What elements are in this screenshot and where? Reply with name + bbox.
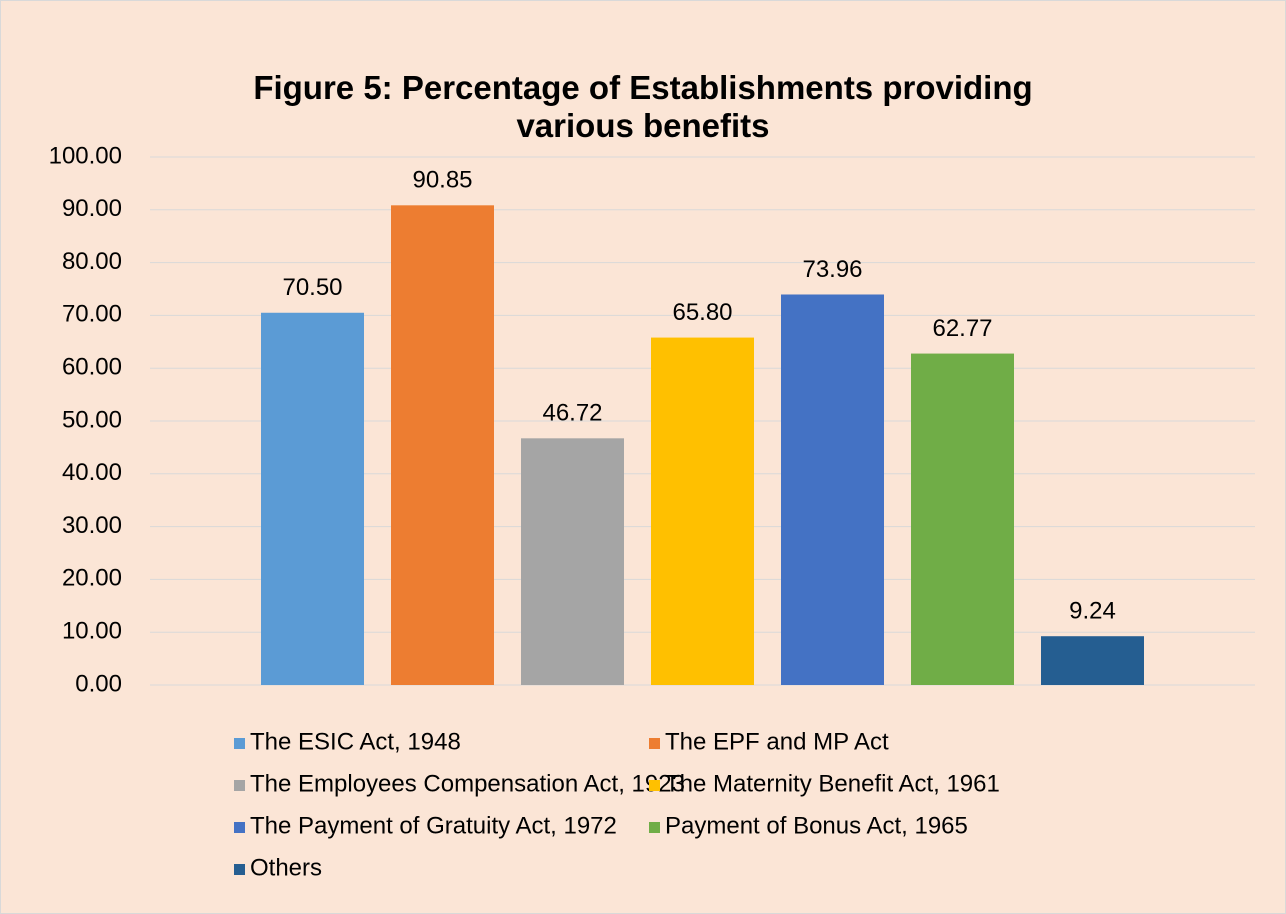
legend-label: Payment of Bonus Act, 1965 <box>665 812 968 839</box>
bar <box>1041 636 1144 685</box>
legend-marker <box>649 822 660 833</box>
legend-label: Others <box>250 854 322 881</box>
bar <box>261 312 364 685</box>
legend-marker <box>234 864 245 875</box>
bar <box>781 294 884 685</box>
y-tick-label: 70.00 <box>62 301 122 328</box>
data-label: 46.72 <box>542 400 602 427</box>
y-tick-label: 80.00 <box>62 248 122 275</box>
y-tick-label: 20.00 <box>62 565 122 592</box>
y-tick-label: 90.00 <box>62 195 122 222</box>
legend-label: The ESIC Act, 1948 <box>250 728 461 755</box>
data-label: 73.96 <box>802 256 862 283</box>
y-tick-label: 60.00 <box>62 354 122 381</box>
data-label: 65.80 <box>672 299 732 326</box>
legend-label: The Maternity Benefit Act, 1961 <box>665 770 1000 797</box>
y-tick-label: 40.00 <box>62 459 122 486</box>
legend-label: The Payment of Gratuity Act, 1972 <box>250 812 617 839</box>
legend-marker <box>649 738 660 749</box>
data-label: 70.50 <box>282 274 342 301</box>
bar <box>651 337 754 685</box>
legend-marker <box>649 780 660 791</box>
y-tick-label: 50.00 <box>62 406 122 433</box>
bar <box>911 353 1014 685</box>
data-label: 90.85 <box>412 167 472 194</box>
legend-marker <box>234 780 245 791</box>
data-label: 62.77 <box>932 315 992 342</box>
chart-title: Figure 5: Percentage of Establishments p… <box>253 69 1032 144</box>
y-tick-label: 10.00 <box>62 618 122 645</box>
y-tick-label: 30.00 <box>62 512 122 539</box>
data-label: 9.24 <box>1069 598 1116 625</box>
legend-marker <box>234 822 245 833</box>
legend-label: The EPF and MP Act <box>665 728 889 755</box>
bar <box>521 438 624 685</box>
y-tick-label: 100.00 <box>49 142 122 169</box>
legend-label: The Employees Compensation Act, 1923 <box>250 770 685 797</box>
legend-marker <box>234 738 245 749</box>
bar <box>391 205 494 685</box>
y-tick-label: 0.00 <box>75 670 122 697</box>
